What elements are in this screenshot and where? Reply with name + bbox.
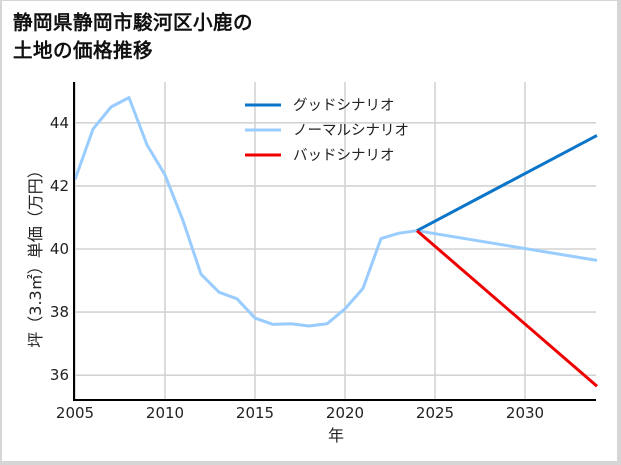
legend-label: バッドシナリオ: [293, 148, 395, 164]
x-tick-label: 2005: [56, 404, 94, 422]
y-tick-label: 44: [50, 114, 69, 132]
legend-label: グッドシナリオ: [293, 97, 395, 114]
x-tick-label: 2020: [326, 404, 364, 422]
chart-title-line2: 土地の価格推移: [13, 39, 154, 62]
legend-label: ノーマルシナリオ: [293, 123, 409, 139]
series-line: [416, 229, 598, 388]
x-axis-label: 年: [328, 426, 344, 445]
chart-title-line1: 静岡県静岡市駿河区小鹿の: [13, 11, 254, 34]
chart-title: 静岡県静岡市駿河区小鹿の 土地の価格推移: [13, 9, 253, 65]
x-tick-label: 2015: [236, 404, 274, 422]
grid-lines: [74, 82, 596, 400]
y-axis-label: 坪（3.3㎡）単価（万円）: [26, 162, 45, 347]
series-lines: [73, 96, 598, 388]
y-tick-label: 42: [50, 177, 69, 195]
y-tick-label: 36: [50, 366, 69, 384]
x-tick-label: 2025: [416, 404, 454, 422]
axes: [73, 82, 596, 401]
series-line: [73, 96, 598, 328]
series-line: [416, 134, 598, 233]
y-tick-label: 38: [50, 303, 69, 321]
x-tick-label: 2030: [506, 404, 544, 422]
x-tick-label: 2010: [146, 404, 184, 422]
y-tick-label: 40: [50, 240, 69, 258]
tick-labels: 2005 2010 2015 2020 2025 2030 36 38 40 42 44: [50, 114, 544, 422]
